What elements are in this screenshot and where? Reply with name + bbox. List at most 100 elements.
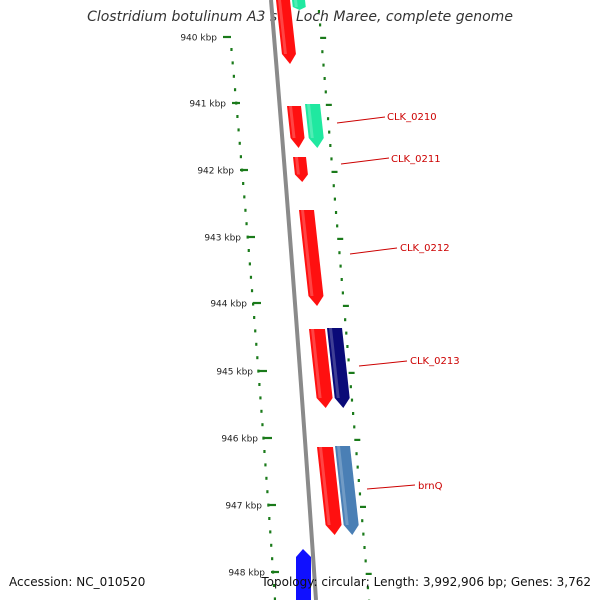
inner-dot [268, 517, 271, 520]
gene-highlight [295, 157, 300, 175]
inner-dot [265, 476, 268, 480]
outer-dot [366, 586, 370, 590]
gene-arrow [327, 328, 350, 408]
gene-label: CLK_0212 [400, 243, 450, 254]
outer-dot [352, 412, 355, 415]
inner-dot [247, 249, 250, 252]
outer-dot [320, 36, 327, 39]
inner-dot [263, 450, 266, 453]
outer-dot [333, 197, 336, 201]
gene-arrow [292, 0, 306, 10]
inner-dot [272, 584, 276, 587]
gene-label: CLK_0211 [391, 154, 441, 165]
outer-dot [329, 144, 332, 147]
gene-label: brnQ [418, 481, 443, 492]
gene-highlight [294, 0, 298, 7]
gene-highlight [319, 447, 331, 525]
inner-dot [246, 235, 249, 239]
outer-dot [321, 50, 324, 54]
gene-label-leader [366, 484, 416, 490]
gene-arrow [309, 329, 333, 408]
scale-tick-label: 940 kbp [180, 34, 217, 44]
outer-dot [325, 103, 332, 106]
outer-dot [331, 170, 338, 173]
outer-dot [364, 559, 367, 563]
gene-highlight [307, 104, 314, 138]
inner-dot [260, 409, 263, 413]
inner-dot [230, 48, 233, 51]
inner-dot [232, 74, 235, 78]
outer-dot [346, 345, 349, 348]
outer-dot [328, 130, 331, 134]
gene-label: CLK_0210 [387, 112, 437, 123]
gene-layer [276, 0, 359, 600]
inner-dot [242, 182, 245, 185]
inner-dot [256, 356, 259, 360]
inner-dot [244, 208, 247, 212]
accession-text: Accession: NC_010520 [9, 575, 146, 589]
outer-dot [338, 251, 341, 255]
gene-arrow [299, 210, 324, 306]
outer-dot [332, 184, 335, 188]
inner-dot [243, 195, 246, 199]
gene-arrow [276, 0, 296, 64]
inner-dot [235, 101, 238, 105]
outer-dot [323, 77, 326, 80]
outer-dot [326, 117, 330, 121]
outer-dot [337, 237, 344, 240]
gene-arrow [317, 447, 342, 535]
gene-label: CLK_0213 [410, 356, 460, 367]
outer-dot [362, 532, 365, 536]
inner-dot [237, 128, 240, 132]
gene-highlight [329, 328, 340, 398]
outer-dot [365, 572, 372, 575]
scale-tick-label: 947 kbp [225, 502, 262, 512]
gene-arrow [287, 106, 305, 148]
inner-dot [231, 61, 234, 65]
genome-title: Clostridium botulinum A3 str. Loch Maree… [87, 9, 513, 25]
inner-dot [271, 570, 275, 574]
genome-backbone [269, 0, 318, 600]
outer-dot [336, 224, 339, 228]
outer-dot [354, 438, 361, 441]
outer-dot [322, 63, 325, 67]
gene-highlight [301, 210, 314, 296]
outer-dot [344, 318, 347, 322]
gene-arrow [335, 446, 359, 535]
scale-tick-label: 946 kbp [221, 435, 258, 445]
outer-dot [353, 425, 356, 429]
inner-dot [257, 369, 260, 373]
tick-layer: 940 kbp 941 kbp 942 kbp 943 kbp 944 kbp 945 k… [180, 34, 279, 579]
outer-dot [350, 398, 354, 402]
scale-tick-label: 941 kbp [189, 100, 226, 110]
inner-dot [252, 302, 255, 306]
label-layer: CLK_0210 CLK_0211 CLK_0212 CLK_0213 brnQ [336, 112, 460, 492]
outer-dot [348, 371, 355, 374]
gene-highlight [289, 106, 296, 138]
inner-dot [249, 275, 253, 279]
scale-tick-label: 943 kbp [204, 234, 241, 244]
gene-highlight [311, 329, 322, 398]
outer-dot [349, 385, 352, 389]
gene-arrow [305, 104, 324, 148]
inner-dot [239, 155, 242, 159]
outer-dot [334, 211, 338, 214]
inner-dot [258, 383, 261, 386]
inner-dot [253, 316, 256, 319]
gene-highlight [337, 446, 349, 525]
outer-dot [330, 157, 333, 161]
scale-tick-label: 942 kbp [197, 167, 234, 177]
inner-dot [262, 436, 265, 440]
inner-dot [264, 463, 267, 467]
inner-dot [269, 530, 272, 534]
topology-summary: Topology: circular; Length: 3,992,906 bp… [261, 575, 591, 589]
outer-dot [345, 331, 348, 335]
outer-dot [341, 291, 344, 295]
inner-dot [245, 222, 248, 226]
gene-label-leader [349, 247, 398, 255]
outer-dot [339, 264, 342, 268]
backbone-layer [269, 0, 318, 600]
scale-tick-label: 945 kbp [216, 368, 253, 378]
gene-label-leader [340, 157, 390, 165]
